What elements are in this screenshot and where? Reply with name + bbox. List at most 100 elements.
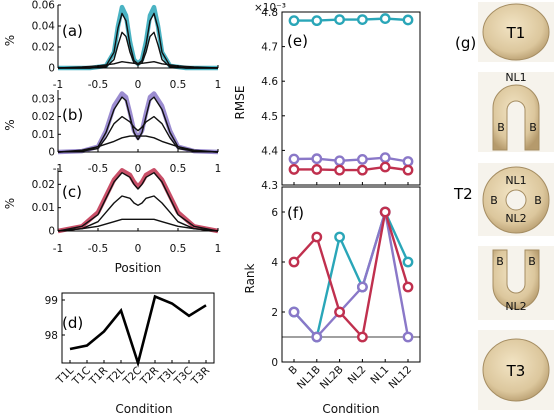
x-tick-label: NL2	[346, 364, 369, 387]
rmse-point	[356, 153, 368, 165]
x-tick-label: NL2B	[318, 364, 346, 392]
x-tick-label: T3R	[189, 365, 213, 389]
y-tick-label: 0.03	[32, 93, 55, 105]
x-tick-label: 0.5	[170, 79, 187, 91]
x-tick-label: 0.5	[170, 163, 187, 175]
rmse-point	[379, 161, 391, 173]
rank-point	[402, 331, 414, 343]
dough-u	[492, 249, 540, 310]
y-tick-label: 6	[271, 207, 278, 219]
panel-g-label: (g)	[455, 34, 476, 52]
rank-series-line	[293, 211, 410, 340]
panel-d-xlabel: Condition	[115, 402, 172, 416]
photo-label: T1	[506, 24, 526, 42]
x-tick-label: -1	[53, 243, 63, 255]
plot-frame	[61, 292, 215, 364]
rmse-point	[379, 152, 391, 164]
condition-line	[69, 294, 207, 368]
dough-disc	[482, 3, 550, 61]
rmse-point	[288, 15, 300, 27]
photo-label: T3	[506, 362, 526, 380]
y-axis-label: %	[3, 35, 17, 46]
series-envelope-line	[57, 168, 219, 234]
y-tick-label: 2	[271, 307, 278, 319]
rank-series-line	[293, 211, 410, 339]
series-curve2-line	[57, 195, 219, 232]
series-curve1-line	[57, 96, 219, 153]
y-tick-label: 0	[271, 357, 278, 369]
x-tick-label: 0	[135, 243, 142, 255]
panel-d-label: (d)	[62, 314, 83, 332]
y-tick-label: 99	[45, 295, 58, 307]
photo-sublabel: B	[497, 121, 505, 134]
series-curve3-line	[57, 218, 219, 232]
rank-point	[288, 256, 300, 268]
photo-label: NL2	[505, 300, 526, 313]
photo-sublabel: B	[496, 255, 504, 268]
y-axis-label: RMSE	[233, 86, 247, 120]
rank-point	[288, 306, 300, 318]
plot-frame	[281, 186, 421, 363]
y-tick-label: 0.06	[32, 0, 56, 12]
x-tick-label: 1	[215, 243, 222, 255]
rmse-series-line	[293, 156, 409, 163]
panel-a-label: (a)	[62, 22, 83, 40]
panel-b: 00.010.020.03-1 -0.5 0 0.5 1%	[3, 90, 221, 175]
y-tick-label: 0.01	[32, 129, 55, 141]
panel-e: 4.3 4.4 4.5 4.6 4.7 4.8 RMSE	[233, 7, 421, 192]
series-curve2-line	[58, 31, 218, 69]
rmse-series-line	[294, 17, 409, 22]
rmse-point	[288, 164, 300, 175]
x-tick-label: -0.5	[88, 163, 109, 175]
x-tick-label: -0.5	[88, 79, 109, 91]
y-tick-label: 0	[48, 226, 55, 238]
t2-side-label: T2	[453, 185, 473, 203]
x-tick-label: NL12	[386, 364, 414, 392]
series-curve3-line	[57, 135, 219, 153]
rmse-point	[311, 164, 323, 175]
x-tick-label: B	[287, 364, 301, 378]
y-tick-label: 0	[48, 63, 55, 75]
y-tick-label: 0.01	[32, 202, 55, 214]
plot-frame	[281, 11, 421, 186]
panel-f-label: (f)	[287, 204, 304, 222]
y-axis-label: %	[3, 198, 17, 209]
rmse-point	[356, 164, 368, 176]
panel-c-label: (c)	[62, 183, 82, 201]
rmse-series-line	[294, 165, 409, 172]
panel-c: 0 0.01 0.02 -1 -0.5 0 0.5 1%	[3, 168, 221, 255]
rmse-point	[334, 14, 345, 26]
rmse-point	[334, 155, 345, 167]
rank-point	[311, 331, 323, 343]
y-tick-label: 0.04	[32, 21, 56, 33]
x-tick-label: 1	[215, 79, 222, 91]
rank-point	[311, 231, 323, 243]
rank-point	[334, 306, 345, 318]
panel-e-label: (e)	[287, 32, 308, 50]
panel-b-label: (b)	[62, 106, 83, 124]
rmse-point	[311, 15, 323, 27]
panel-g: T1 NL1 B B NL1 B B NL2 B B NL2 T3	[478, 2, 554, 410]
rank-point	[356, 281, 368, 293]
panel-c-xlabel: Position	[115, 261, 162, 275]
rank-point	[379, 206, 391, 218]
photo-label: NL1	[505, 71, 526, 84]
y-tick-label: 0.02	[32, 179, 55, 191]
panel-f-xlabel: Condition	[322, 402, 379, 416]
y-axis-label: Rank	[243, 263, 257, 293]
y-tick-label: 98	[45, 330, 58, 342]
photo-sublabel: B	[529, 121, 537, 134]
y-tick-label: 0.02	[32, 111, 55, 123]
photo-sublabel: NL2	[505, 212, 526, 225]
x-tick-label: -0.5	[88, 243, 109, 255]
rmse-point	[379, 13, 391, 24]
rmse-point	[402, 164, 414, 176]
y-tick-label: 4.8	[261, 7, 278, 19]
dough-disc	[482, 338, 550, 402]
rmse-point	[311, 153, 323, 165]
rmse-point	[402, 14, 414, 26]
y-tick-label: 4.3	[261, 180, 278, 192]
photo-sublabel: B	[534, 194, 542, 207]
